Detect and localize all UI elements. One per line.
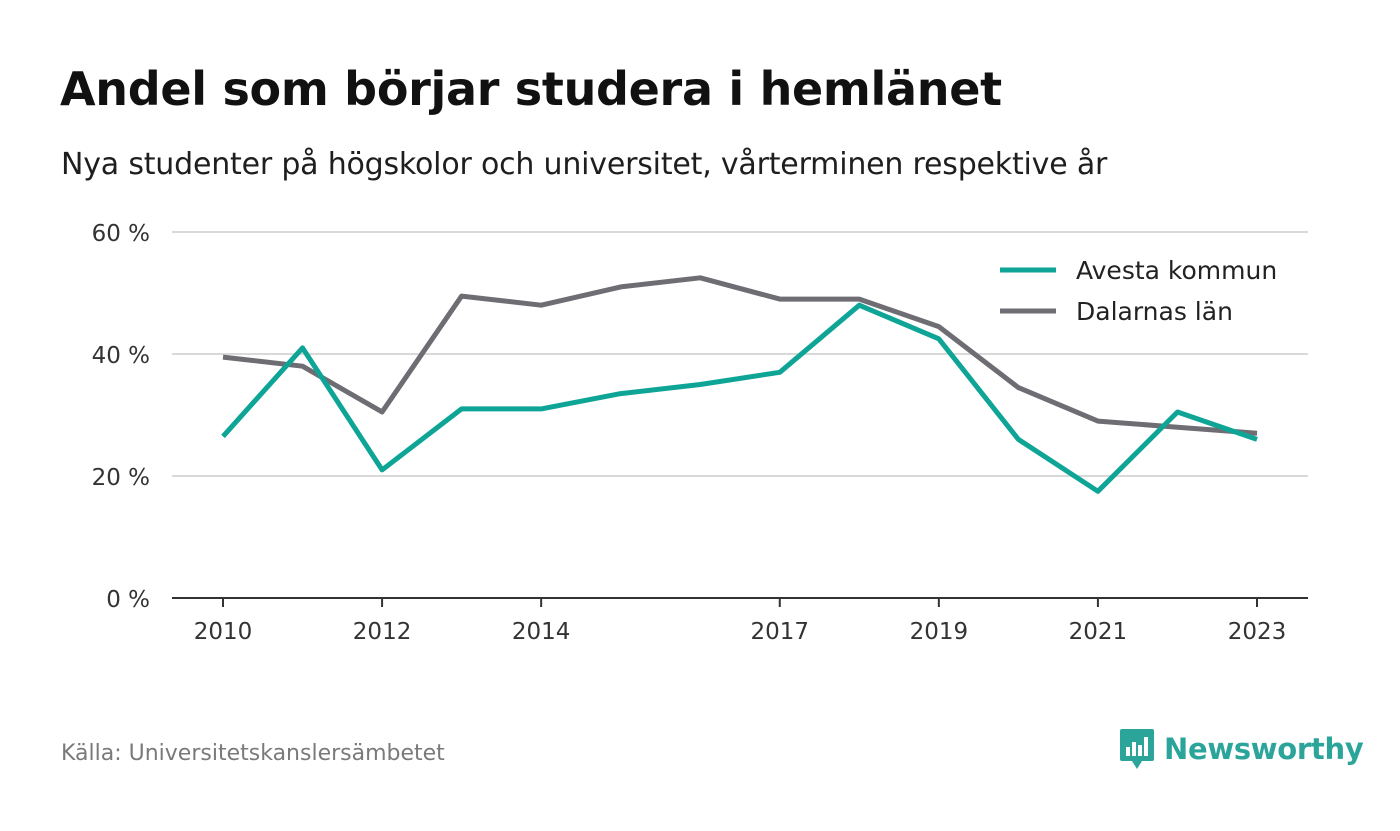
chart-title: Andel som börjar studera i hemlänet (60, 62, 1002, 116)
gridlines (172, 231, 1308, 477)
x-tick-label: 2019 (910, 619, 969, 645)
legend-label: Avesta kommun (1076, 256, 1277, 285)
line-chart: 0 % 20 % 40 % 60 % 2010 2012 2014 2017 2019 2021… (92, 221, 1308, 645)
x-axis: 2010 2012 2014 2017 2019 2021 2023 (172, 597, 1308, 645)
x-tick-label: 2017 (750, 619, 809, 645)
x-tick-label: 2014 (512, 619, 571, 645)
chart-subtitle: Nya studenter på högskolor och universit… (61, 147, 1108, 182)
brand-name: Newsworthy (1164, 732, 1364, 766)
source-note: Källa: Universitetskanslersämbetet (61, 741, 445, 766)
y-tick-label: 60 % (92, 221, 150, 247)
x-tick-label: 2010 (194, 619, 253, 645)
y-tick-label: 40 % (92, 343, 150, 369)
series-lines (221, 275, 1258, 494)
y-tick-label: 0 % (106, 587, 150, 613)
legend: Avesta kommun Dalarnas län (1000, 256, 1277, 326)
y-axis: 0 % 20 % 40 % 60 % (92, 221, 150, 613)
series-line-dalarnas-lan (222, 275, 1258, 436)
legend-label: Dalarnas län (1076, 297, 1233, 326)
x-tick-label: 2021 (1069, 619, 1128, 645)
brand-logo: Newsworthy (1118, 725, 1364, 773)
y-tick-label: 20 % (92, 465, 150, 491)
x-tick-label: 2023 (1228, 619, 1287, 645)
x-tick-label: 2012 (353, 619, 412, 645)
newsworthy-logo-icon (1120, 729, 1154, 769)
series-line-avesta-kommun (221, 302, 1258, 494)
